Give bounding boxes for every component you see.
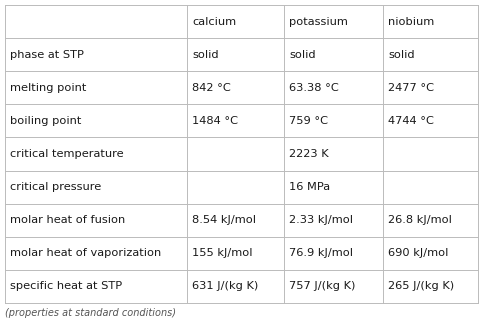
Text: 757 J/(kg K): 757 J/(kg K) — [289, 282, 355, 291]
Text: 4744 °C: 4744 °C — [388, 116, 434, 126]
Text: potassium: potassium — [289, 17, 348, 26]
Text: 2477 °C: 2477 °C — [388, 83, 434, 93]
Text: 2223 K: 2223 K — [289, 149, 329, 159]
Text: niobium: niobium — [388, 17, 435, 26]
Text: 265 J/(kg K): 265 J/(kg K) — [388, 282, 455, 291]
Text: critical temperature: critical temperature — [10, 149, 124, 159]
Text: specific heat at STP: specific heat at STP — [10, 282, 122, 291]
Text: 155 kJ/mol: 155 kJ/mol — [192, 248, 253, 258]
Text: melting point: melting point — [10, 83, 86, 93]
Text: 26.8 kJ/mol: 26.8 kJ/mol — [388, 215, 452, 225]
Text: 759 °C: 759 °C — [289, 116, 328, 126]
Text: 8.54 kJ/mol: 8.54 kJ/mol — [192, 215, 256, 225]
Text: molar heat of fusion: molar heat of fusion — [10, 215, 125, 225]
Text: 2.33 kJ/mol: 2.33 kJ/mol — [289, 215, 353, 225]
Text: 1484 °C: 1484 °C — [192, 116, 238, 126]
Text: phase at STP: phase at STP — [10, 50, 84, 60]
Text: 76.9 kJ/mol: 76.9 kJ/mol — [289, 248, 353, 258]
Text: solid: solid — [388, 50, 415, 60]
Text: boiling point: boiling point — [10, 116, 81, 126]
Text: solid: solid — [289, 50, 316, 60]
Text: 690 kJ/mol: 690 kJ/mol — [388, 248, 449, 258]
Text: 63.38 °C: 63.38 °C — [289, 83, 339, 93]
Text: 16 MPa: 16 MPa — [289, 182, 330, 192]
Text: critical pressure: critical pressure — [10, 182, 101, 192]
Text: 842 °C: 842 °C — [192, 83, 231, 93]
Text: calcium: calcium — [192, 17, 236, 26]
Text: solid: solid — [192, 50, 219, 60]
Text: 631 J/(kg K): 631 J/(kg K) — [192, 282, 258, 291]
Text: (properties at standard conditions): (properties at standard conditions) — [5, 308, 176, 318]
Text: molar heat of vaporization: molar heat of vaporization — [10, 248, 161, 258]
